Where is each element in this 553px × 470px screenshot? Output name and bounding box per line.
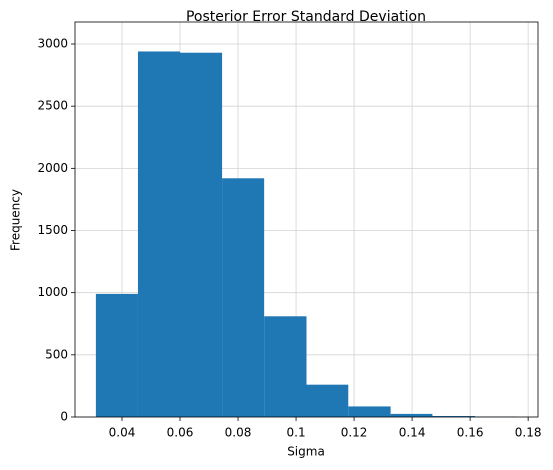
bar <box>306 384 349 417</box>
x-tick-label: 0.1 <box>287 426 306 440</box>
y-tick-label: 3000 <box>37 37 68 51</box>
x-tick-label: 0.16 <box>457 426 484 440</box>
bar <box>222 178 265 417</box>
x-tick-label: 0.12 <box>341 426 368 440</box>
bar <box>180 52 223 418</box>
y-tick-label: 2500 <box>37 99 68 113</box>
x-axis-label: Sigma <box>287 445 325 459</box>
y-tick-label: 0 <box>60 410 68 424</box>
bar <box>432 416 476 417</box>
chart-title: Posterior Error Standard Deviation <box>186 9 426 25</box>
plot-frame <box>74 21 539 418</box>
y-tick-label: 1000 <box>37 285 68 299</box>
x-tick-label: 0.14 <box>399 426 426 440</box>
y-tick-label: 1500 <box>37 223 68 237</box>
bar <box>95 293 138 417</box>
bar <box>390 413 433 417</box>
x-tick-label: 0.08 <box>225 426 252 440</box>
y-tick-label: 500 <box>45 347 68 361</box>
y-axis-label: Frequency <box>9 189 23 251</box>
bar <box>264 316 307 417</box>
x-tick-label: 0.04 <box>109 426 136 440</box>
bar <box>348 406 391 417</box>
y-tick-label: 2000 <box>37 161 68 175</box>
x-tick-label: 0.18 <box>515 426 542 440</box>
x-tick-label: 0.06 <box>167 426 194 440</box>
bar <box>137 51 181 417</box>
